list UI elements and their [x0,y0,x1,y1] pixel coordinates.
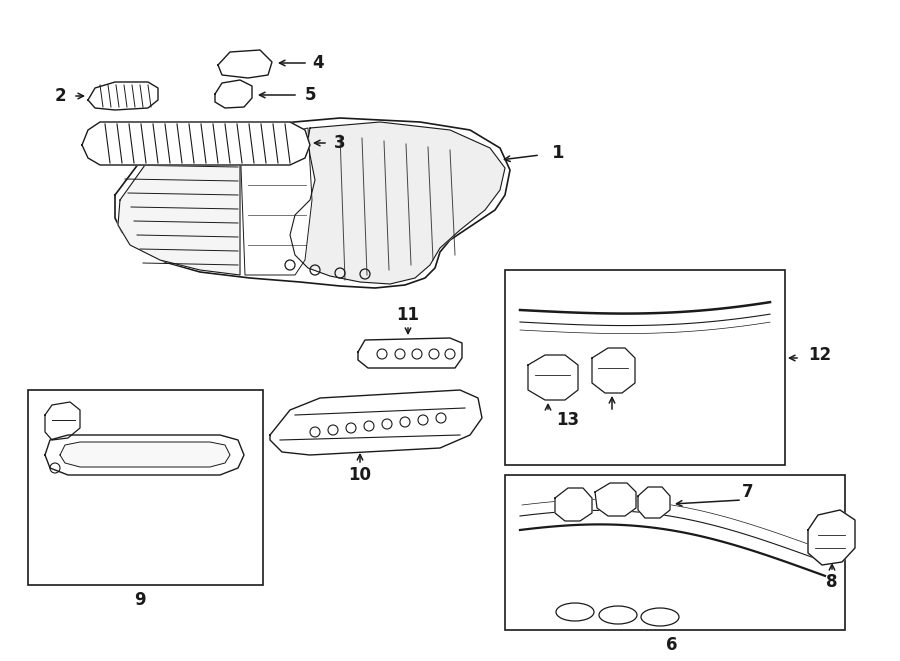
Polygon shape [555,488,592,521]
Polygon shape [638,487,670,518]
Text: 1: 1 [552,144,564,162]
Polygon shape [358,338,462,368]
Polygon shape [240,128,312,275]
Text: 9: 9 [134,591,146,609]
Polygon shape [215,80,252,108]
Bar [505,475,845,630]
Text: 13: 13 [556,411,580,429]
Text: 2: 2 [54,87,66,105]
Polygon shape [592,348,635,393]
Polygon shape [290,122,505,284]
Polygon shape [115,118,510,288]
Bar [505,270,785,465]
Polygon shape [45,435,244,475]
Text: 6: 6 [666,636,678,654]
Text: 7: 7 [742,483,754,501]
Polygon shape [60,442,230,467]
Ellipse shape [556,603,594,621]
Polygon shape [88,82,158,110]
Polygon shape [528,355,578,400]
Ellipse shape [599,606,637,624]
Text: 3: 3 [334,134,346,152]
Text: 8: 8 [826,573,838,591]
Ellipse shape [641,608,679,626]
Polygon shape [808,510,855,565]
Polygon shape [45,402,80,440]
Bar [28,390,263,585]
Polygon shape [82,122,310,165]
Polygon shape [218,50,272,78]
Text: 11: 11 [397,306,419,324]
Polygon shape [118,140,240,275]
Polygon shape [270,390,482,455]
Text: 4: 4 [312,54,324,72]
Polygon shape [595,483,636,516]
Text: 12: 12 [808,346,831,364]
Text: 10: 10 [348,466,372,484]
Text: 5: 5 [304,86,316,104]
